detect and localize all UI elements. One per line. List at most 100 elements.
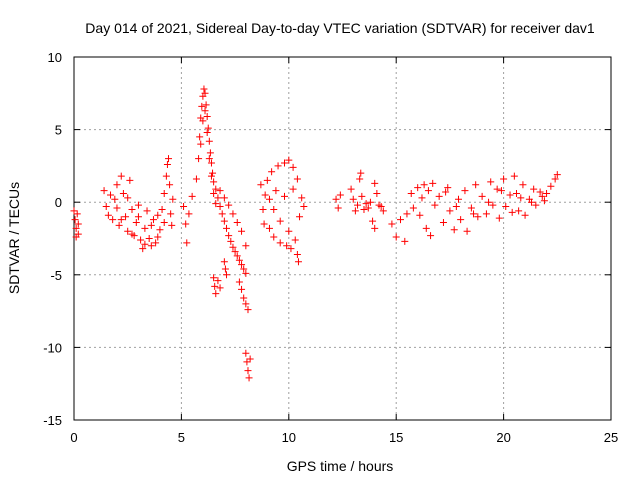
data-point [74,220,82,228]
x-tick-label: 5 [178,430,185,445]
data-point [281,159,289,167]
data-point [192,175,200,183]
data-point [493,185,501,193]
data-point [244,306,252,314]
data-point [294,258,302,266]
data-point [113,181,121,189]
data-point [487,178,495,186]
data-point [500,175,508,183]
data-point [243,358,251,366]
data-point [218,210,226,218]
data-point [162,172,170,180]
data-point [235,278,243,286]
data-point [347,185,355,193]
data-point [270,233,278,241]
data-point [211,282,219,290]
data-point [202,101,210,109]
data-point [427,232,435,240]
data-point [409,204,417,212]
data-point [210,274,218,282]
series-segment-3 [257,156,308,266]
x-tick-label: 10 [282,430,296,445]
y-tick-label: 10 [48,50,62,65]
data-point [246,355,254,363]
data-point [485,198,493,206]
data-point [166,181,174,189]
data-point [145,235,153,242]
data-point [111,195,119,203]
data-point [165,155,173,163]
data-point [388,220,396,228]
data-point [551,175,559,183]
data-point [257,181,265,189]
data-point [495,214,503,222]
data-point [245,374,253,382]
data-point [212,185,220,193]
data-point [281,192,289,200]
data-point [201,107,209,115]
data-point [474,213,482,221]
data-point [154,233,162,241]
data-point [216,284,224,292]
data-point [199,117,207,125]
data-point [538,192,546,200]
data-point [287,245,295,253]
data-point [274,162,282,170]
data-point [259,205,267,213]
data-point [244,367,252,375]
data-point [349,195,357,203]
data-point [220,194,228,202]
data-point [470,210,478,218]
data-point [182,220,190,228]
data-point [207,159,215,167]
data-point [291,236,299,244]
data-point [100,187,108,195]
data-point [298,194,306,202]
data-point [431,201,439,209]
data-point [73,210,81,218]
data-point [119,189,127,197]
data-point [74,230,82,238]
data-point [227,237,235,245]
data-point [528,198,536,206]
x-axis-label: GPS time / hours [287,458,394,474]
data-point [240,294,248,302]
data-point [180,203,188,211]
data-point [214,277,222,285]
data-point [124,194,132,202]
data-point [530,185,538,193]
data-point [242,242,250,250]
x-tick-label: 0 [70,430,77,445]
data-point [147,221,155,229]
data-point [201,89,209,97]
data-point [429,179,437,187]
y-tick-label: 0 [55,195,62,210]
data-point [268,168,276,176]
data-point [285,156,293,164]
series-segment-4 [332,169,387,232]
plot-frame [73,56,612,421]
data-point [265,224,273,232]
data-point [362,200,370,208]
data-point [225,232,233,240]
data-point [207,172,215,180]
data-point [289,185,297,193]
data-point [478,192,486,200]
data-point [231,248,239,256]
data-point [107,191,115,199]
y-tick-label: -15 [43,413,62,428]
data-point [366,198,374,206]
data-point [71,216,79,224]
data-point [285,227,293,235]
data-point [204,124,212,132]
data-point [209,169,217,177]
data-point [212,200,220,208]
data-point [154,211,162,219]
data-point [143,207,151,215]
y-tick-label: 5 [55,123,62,138]
data-point [134,213,142,221]
data-point [508,208,516,216]
data-point [300,203,308,211]
data-point [424,187,432,195]
